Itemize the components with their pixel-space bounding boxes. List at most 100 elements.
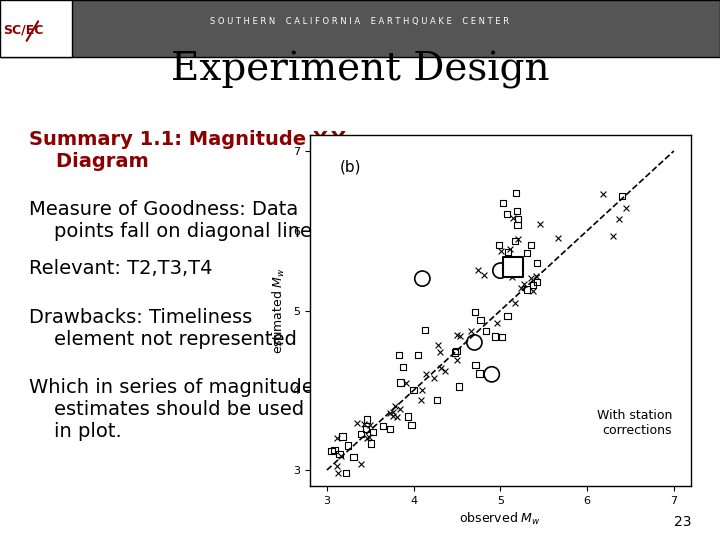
Point (525, 241, 536, 249)
Point (472, 266, 484, 274)
Point (527, 281, 539, 289)
Point (506, 272, 518, 281)
Point (365, 439, 377, 448)
Point (433, 341, 444, 350)
Point (361, 424, 372, 433)
Text: SC/EC: SC/EC (4, 23, 44, 36)
Point (325, 447, 337, 455)
Point (387, 412, 399, 421)
Point (428, 374, 440, 383)
Point (435, 364, 446, 373)
Point (402, 412, 414, 421)
Point (512, 207, 523, 215)
Point (334, 449, 346, 458)
FancyBboxPatch shape (0, 0, 72, 57)
Point (408, 386, 419, 395)
Point (434, 348, 446, 357)
Point (397, 362, 409, 371)
Point (518, 280, 530, 288)
Point (527, 286, 539, 295)
Point (513, 214, 524, 223)
Point (552, 234, 564, 243)
Point (387, 408, 399, 417)
Point (358, 420, 369, 429)
Point (364, 421, 376, 429)
Text: Drawbacks: Timeliness
    element not represented: Drawbacks: Timeliness element not repres… (29, 308, 297, 349)
Text: Experiment Design: Experiment Design (171, 51, 549, 89)
Point (531, 272, 542, 280)
Point (361, 415, 372, 424)
Point (389, 402, 400, 411)
Point (490, 332, 501, 341)
Point (453, 382, 464, 391)
Point (505, 259, 516, 267)
Point (469, 361, 481, 369)
Text: S O U T H E R N    C A L I F O R N I A    E A R T H Q U A K E    C E N T E R: S O U T H E R N C A L I F O R N I A E A … (210, 17, 510, 26)
Point (534, 219, 546, 228)
Point (608, 231, 619, 240)
X-axis label: observed $M_w$: observed $M_w$ (459, 511, 541, 528)
Point (384, 425, 396, 434)
Point (513, 235, 524, 244)
Y-axis label: estimated $M_w$: estimated $M_w$ (271, 267, 287, 354)
FancyBboxPatch shape (0, 0, 720, 57)
Point (501, 210, 513, 218)
Point (328, 446, 340, 454)
Text: Summary 1.1: Magnitude X-Y
    Diagram: Summary 1.1: Magnitude X-Y Diagram (29, 130, 346, 171)
Point (502, 312, 513, 320)
Point (486, 370, 498, 379)
Point (451, 347, 462, 355)
Point (417, 274, 428, 283)
Point (469, 308, 481, 316)
Point (415, 395, 426, 404)
Point (341, 468, 352, 477)
Text: Which in series of magnitude
    estimates should be used
    in plot.: Which in series of magnitude estimates s… (29, 378, 313, 441)
Point (493, 240, 505, 249)
Point (512, 221, 523, 230)
Point (417, 386, 428, 394)
Point (510, 188, 522, 197)
Point (440, 367, 451, 375)
Point (336, 451, 347, 460)
Point (525, 274, 536, 283)
Point (361, 434, 373, 442)
Point (431, 396, 443, 404)
Point (480, 326, 492, 335)
Point (613, 215, 625, 224)
Point (469, 338, 480, 347)
Point (413, 350, 424, 359)
Text: Measure of Goodness: Data
    points fall on diagonal line: Measure of Goodness: Data points fall on… (29, 200, 312, 241)
Point (331, 434, 343, 443)
Text: With station
corrections: With station corrections (597, 409, 672, 437)
Point (474, 316, 486, 325)
Point (479, 271, 490, 279)
Point (521, 248, 533, 257)
Point (343, 441, 354, 450)
Point (502, 247, 513, 256)
Point (351, 418, 363, 427)
Point (616, 192, 628, 200)
Point (531, 259, 543, 267)
Point (474, 369, 485, 378)
Point (384, 408, 396, 417)
Point (392, 413, 403, 421)
Point (509, 237, 521, 246)
Text: 23: 23 (674, 515, 691, 529)
Point (531, 278, 543, 287)
Point (495, 247, 506, 255)
Point (377, 422, 389, 430)
Point (451, 355, 463, 364)
Point (337, 432, 348, 441)
Point (521, 285, 533, 294)
Point (394, 404, 405, 413)
Point (597, 190, 608, 199)
Point (509, 299, 521, 307)
Point (451, 331, 462, 340)
Point (498, 199, 509, 207)
Text: Relevant: T2,T3,T4: Relevant: T2,T3,T4 (29, 259, 212, 278)
Point (333, 469, 344, 477)
Point (367, 428, 379, 436)
Point (508, 262, 519, 271)
Point (355, 460, 366, 469)
Point (406, 421, 418, 429)
